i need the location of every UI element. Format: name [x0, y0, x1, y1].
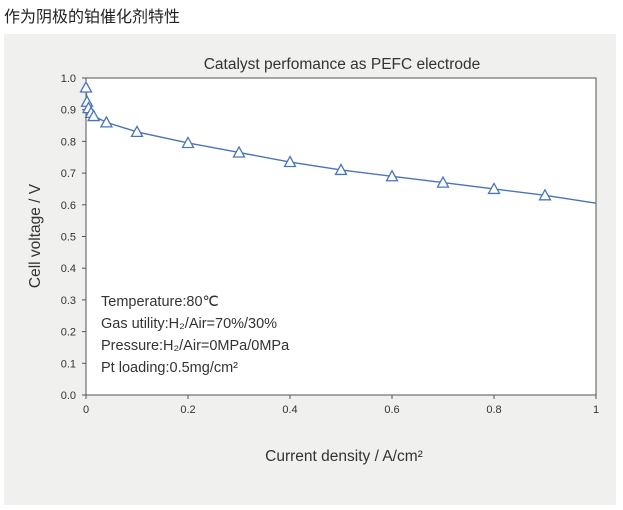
y-tick-label: 0.1	[61, 358, 76, 370]
data-point-marker	[487, 182, 501, 195]
x-axis-label: Current density / A/cm²	[265, 448, 423, 465]
page-heading: 作为阴极的铂催化剂特性	[4, 7, 181, 26]
data-point-marker	[79, 80, 93, 93]
plot-area	[85, 77, 597, 396]
data-point-marker	[385, 169, 399, 182]
x-tick-label: 0.4	[282, 404, 297, 416]
data-point-marker	[130, 125, 144, 138]
y-tick-label: 0.7	[61, 168, 76, 180]
chart-panel: Catalyst perfomance as PEFC electrode 0.…	[4, 34, 616, 505]
annotation-text: Pressure:H₂/Air=0MPa/0MPa	[101, 338, 290, 354]
x-tick-label: 1	[593, 404, 599, 416]
x-tick-label: 0	[83, 404, 89, 416]
data-point-marker	[232, 145, 246, 158]
y-tick-label: 0.0	[61, 390, 76, 402]
chart-svg: Catalyst perfomance as PEFC electrode 0.…	[27, 56, 599, 465]
annotation-text: Temperature:80℃	[101, 294, 219, 310]
series-markers	[79, 80, 552, 201]
x-tick-label: 0.2	[180, 404, 195, 416]
data-point-marker	[99, 115, 113, 128]
y-tick-label: 0.9	[61, 105, 76, 117]
y-tick-label: 0.8	[61, 136, 76, 148]
data-point-marker	[87, 109, 101, 122]
annotation-text: Gas utility:H₂/Air=70%/30%	[101, 316, 277, 332]
chart-title: Catalyst perfomance as PEFC electrode	[204, 56, 481, 73]
data-point-marker	[181, 136, 195, 149]
annotations: Temperature:80℃ Gas utility:H₂/Air=70%/30…	[101, 294, 290, 376]
annotation-text: Pt loading:0.5mg/cm²	[101, 360, 238, 376]
data-point-marker	[283, 155, 297, 168]
x-tick-label: 0.8	[486, 404, 501, 416]
y-axis-label: Cell voltage / V	[27, 183, 44, 288]
x-axis-ticks: 0 0.2 0.4 0.6 0.8 1	[83, 395, 599, 416]
y-tick-label: 0.6	[61, 200, 76, 212]
y-tick-label: 0.2	[61, 327, 76, 339]
data-point-marker	[334, 163, 348, 176]
y-tick-label: 1.0	[61, 73, 76, 85]
y-tick-label: 0.5	[61, 232, 76, 244]
data-point-marker	[538, 188, 552, 201]
x-tick-label: 0.6	[384, 404, 399, 416]
y-tick-label: 0.3	[61, 295, 76, 307]
y-axis-ticks: 0.0 0.1 0.2 0.3 0.4 0.5 0.6 0.7 0.8 0.9 1.0	[61, 73, 86, 402]
data-point-marker	[436, 175, 450, 188]
y-tick-label: 0.4	[61, 263, 76, 275]
